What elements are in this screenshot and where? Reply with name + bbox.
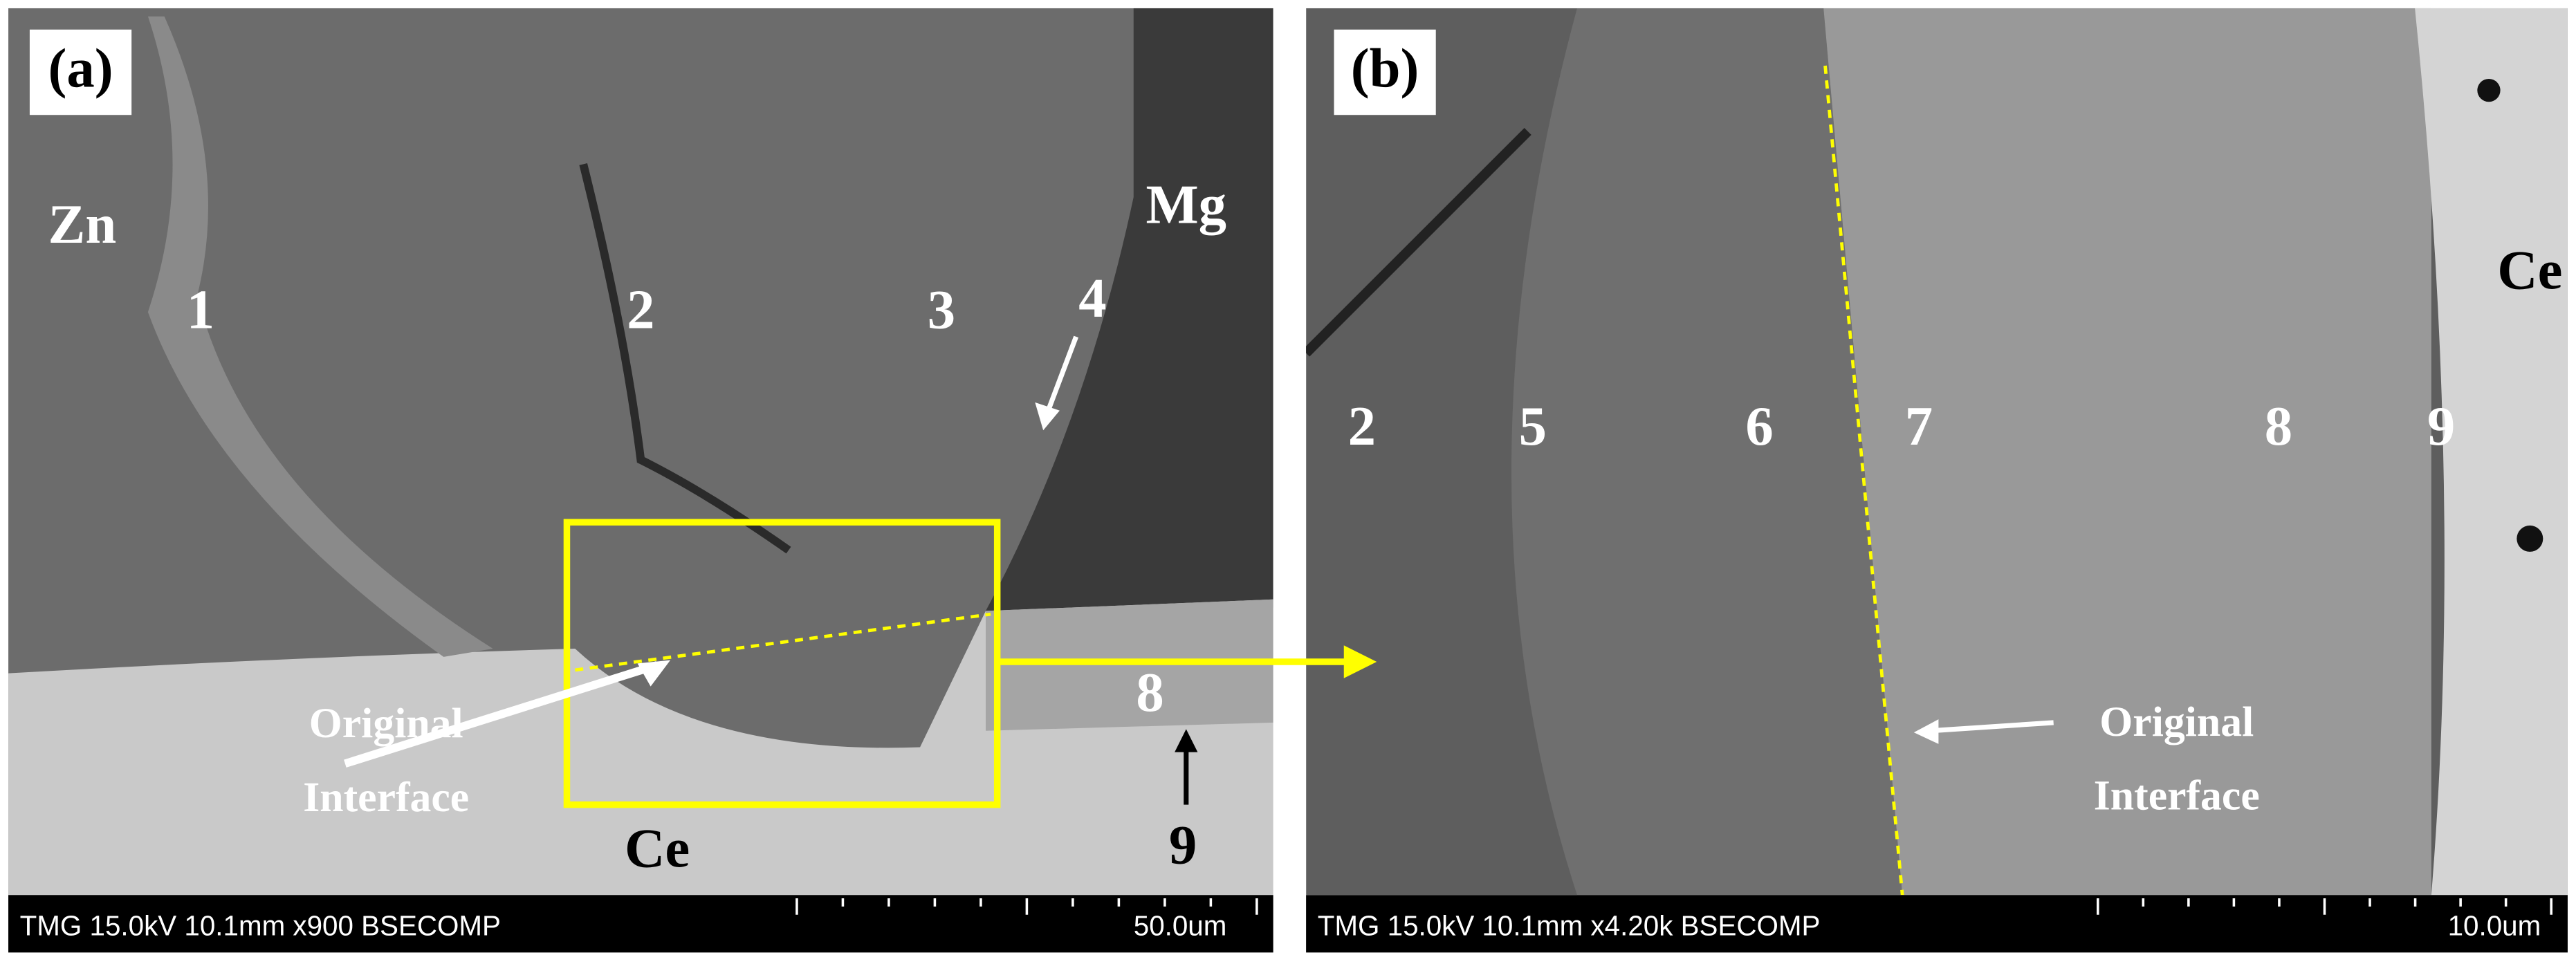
annotation: Original — [309, 700, 463, 747]
phase-label: 9 — [2427, 396, 2455, 457]
phase-label: 8 — [2265, 396, 2292, 457]
micrograph-a — [8, 8, 1273, 896]
label-box — [29, 29, 132, 115]
phase-label: Ce — [625, 817, 690, 879]
panel-label: (a) — [48, 37, 113, 99]
phase-label: Ce — [2497, 239, 2562, 301]
phase-label: 9 — [1169, 815, 1197, 876]
phase-label: Zn — [48, 194, 117, 255]
phase-label: 5 — [1519, 396, 1547, 457]
scale-bar-label: 50.0um — [1134, 909, 1227, 941]
scale-bar-label: 10.0um — [2448, 909, 2541, 941]
footer-text: TMG 15.0kV 10.1mm x4.20k BSECOMP — [1318, 909, 1821, 941]
phase-label: 6 — [1745, 396, 1773, 457]
panel-label: (b) — [1351, 37, 1419, 99]
phase-label: 2 — [1348, 396, 1376, 457]
phase-label: 4 — [1078, 268, 1106, 329]
phase-label: 7 — [1905, 396, 1933, 457]
annotation: Original — [2099, 698, 2254, 745]
footer-bar — [1306, 895, 2568, 953]
phase-label: 1 — [187, 279, 214, 340]
annotation: Interface — [2094, 772, 2260, 819]
phase-label: Mg — [1146, 174, 1226, 236]
phase-label: 3 — [928, 279, 955, 340]
footer-bar — [8, 895, 1273, 953]
phase-label: 2 — [627, 279, 654, 340]
link-arrow-head — [1343, 645, 1377, 678]
annotation: Interface — [303, 774, 469, 821]
phase-labels: Zn Mg Ce 1 2 3 4 8 9 Original Interface 2 5 6 7 8 9 Ce Ori… — [48, 174, 2563, 880]
label-box — [1334, 29, 1436, 115]
scale-ticks — [795, 898, 2552, 915]
phase-label: 8 — [1136, 662, 1163, 723]
micrograph-b — [1306, 8, 2568, 896]
footer-text: TMG 15.0kV 10.1mm x900 BSECOMP — [20, 909, 501, 941]
